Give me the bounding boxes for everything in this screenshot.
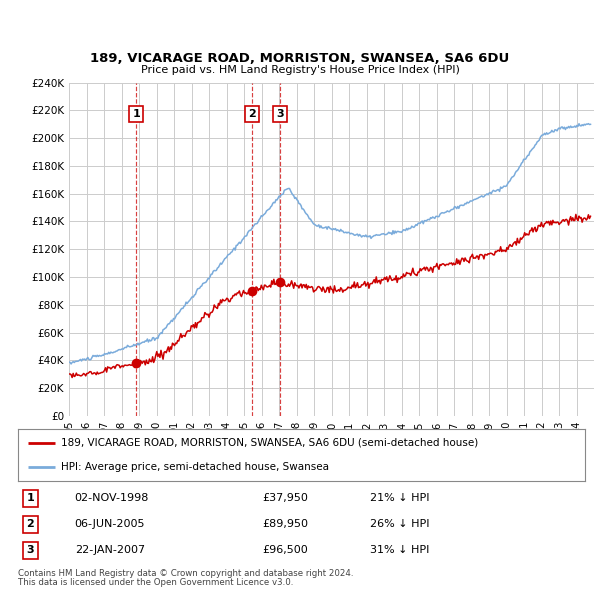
Text: 31% ↓ HPI: 31% ↓ HPI xyxy=(370,545,429,555)
Text: 2: 2 xyxy=(26,519,34,529)
Text: 26% ↓ HPI: 26% ↓ HPI xyxy=(370,519,429,529)
Text: 3: 3 xyxy=(276,109,284,119)
Text: £89,950: £89,950 xyxy=(262,519,308,529)
Text: 02-NOV-1998: 02-NOV-1998 xyxy=(75,493,149,503)
Text: 06-JUN-2005: 06-JUN-2005 xyxy=(75,519,145,529)
Text: 189, VICARAGE ROAD, MORRISTON, SWANSEA, SA6 6DU: 189, VICARAGE ROAD, MORRISTON, SWANSEA, … xyxy=(91,53,509,65)
Text: 1: 1 xyxy=(26,493,34,503)
Text: HPI: Average price, semi-detached house, Swansea: HPI: Average price, semi-detached house,… xyxy=(61,463,329,473)
Text: 22-JAN-2007: 22-JAN-2007 xyxy=(75,545,145,555)
Text: Contains HM Land Registry data © Crown copyright and database right 2024.: Contains HM Land Registry data © Crown c… xyxy=(18,569,353,578)
Text: This data is licensed under the Open Government Licence v3.0.: This data is licensed under the Open Gov… xyxy=(18,578,293,588)
Text: £37,950: £37,950 xyxy=(262,493,308,503)
Text: 1: 1 xyxy=(133,109,140,119)
Text: Price paid vs. HM Land Registry's House Price Index (HPI): Price paid vs. HM Land Registry's House … xyxy=(140,65,460,75)
Text: 2: 2 xyxy=(248,109,256,119)
Text: 21% ↓ HPI: 21% ↓ HPI xyxy=(370,493,429,503)
Text: 3: 3 xyxy=(26,545,34,555)
Text: 189, VICARAGE ROAD, MORRISTON, SWANSEA, SA6 6DU (semi-detached house): 189, VICARAGE ROAD, MORRISTON, SWANSEA, … xyxy=(61,438,478,448)
Text: £96,500: £96,500 xyxy=(262,545,308,555)
